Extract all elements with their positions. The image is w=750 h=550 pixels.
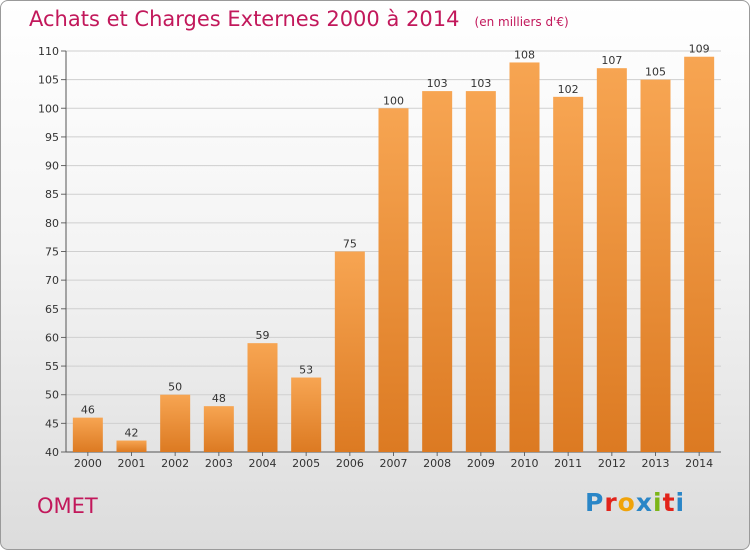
y-tick-label: 70 [45, 274, 59, 287]
y-tick-label: 85 [45, 188, 59, 201]
data-label: 59 [256, 329, 270, 342]
x-tick-label: 2010 [511, 457, 539, 470]
x-tick-label: 2009 [467, 457, 495, 470]
x-tick-label: 2002 [161, 457, 189, 470]
data-label: 42 [125, 427, 139, 440]
x-tick-label: 2003 [205, 457, 233, 470]
data-label: 105 [645, 66, 666, 79]
logo-letter: x [635, 488, 653, 517]
data-label: 50 [168, 381, 182, 394]
y-tick-label: 60 [45, 331, 59, 344]
data-label: 102 [558, 83, 579, 96]
chart-subtitle: (en milliers d'€) [474, 15, 569, 29]
x-tick-label: 2005 [292, 457, 320, 470]
y-tick-label: 45 [45, 417, 59, 430]
data-label: 108 [514, 48, 535, 61]
bar [640, 79, 671, 453]
commune-name: OMET [37, 494, 98, 518]
bar [203, 406, 234, 452]
bar [160, 394, 191, 452]
logo-letter: r [604, 488, 618, 517]
x-tick-label: 2007 [380, 457, 408, 470]
logo-letter: P [585, 488, 605, 517]
bar [553, 96, 584, 452]
x-tick-label: 2000 [74, 457, 102, 470]
bar [247, 343, 278, 452]
x-tick-label: 2006 [336, 457, 364, 470]
bar [596, 68, 627, 452]
y-tick-label: 40 [45, 446, 59, 459]
bar [509, 62, 540, 452]
y-tick-label: 65 [45, 303, 59, 316]
data-label: 103 [427, 77, 448, 90]
x-tick-label: 2011 [554, 457, 582, 470]
y-tick-label: 105 [38, 74, 59, 87]
proxiti-logo[interactable]: Proxiti [585, 488, 685, 517]
bar [334, 251, 365, 452]
y-tick-label: 110 [38, 45, 59, 58]
bar [684, 56, 715, 452]
y-tick-label: 90 [45, 160, 59, 173]
bar [72, 417, 103, 452]
x-tick-label: 2012 [598, 457, 626, 470]
x-tick-label: 2001 [118, 457, 146, 470]
bar [116, 440, 147, 452]
x-tick-label: 2008 [423, 457, 451, 470]
logo-letter: o [617, 488, 636, 517]
data-label: 53 [299, 364, 313, 377]
data-label: 109 [689, 43, 710, 56]
y-tick-label: 55 [45, 360, 59, 373]
logo-letter: i [675, 488, 686, 517]
title-block: Achats et Charges Externes 2000 à 2014 (… [29, 7, 569, 31]
data-label: 48 [212, 392, 226, 405]
logo-letter: i [653, 488, 663, 517]
data-label: 107 [601, 54, 622, 67]
x-tick-label: 2014 [685, 457, 713, 470]
bar [378, 108, 409, 453]
y-tick-label: 100 [38, 102, 59, 115]
logo-letter: t [662, 488, 676, 517]
data-label: 103 [470, 77, 491, 90]
y-tick-label: 80 [45, 217, 59, 230]
data-label: 46 [81, 404, 95, 417]
bar [422, 91, 453, 452]
y-tick-label: 75 [45, 246, 59, 259]
x-tick-label: 2004 [249, 457, 277, 470]
y-tick-label: 50 [45, 389, 59, 402]
bar [291, 377, 322, 452]
y-tick-label: 95 [45, 131, 59, 144]
bar [465, 91, 496, 452]
x-tick-label: 2013 [642, 457, 670, 470]
data-label: 75 [343, 238, 357, 251]
data-label: 100 [383, 94, 404, 107]
chart-title: Achats et Charges Externes 2000 à 2014 [29, 7, 460, 31]
